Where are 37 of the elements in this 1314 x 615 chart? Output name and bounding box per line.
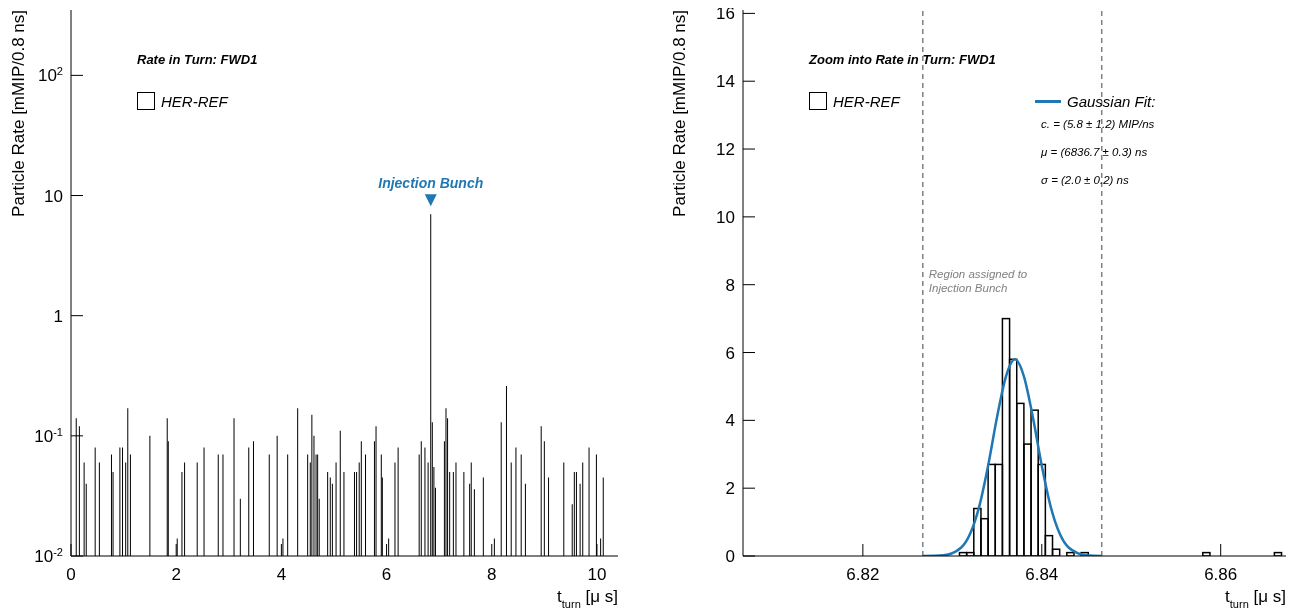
x-tick-label: 4	[276, 565, 287, 584]
y-tick-label: 10$^{-2}$	[34, 546, 63, 566]
ref-line-label: Region assigned to Injection Bunch	[928, 267, 1028, 294]
y-tick-label: 2	[725, 479, 735, 499]
x-tick-label: 2	[171, 565, 181, 584]
legend-label: Gaussian Fit:	[1066, 92, 1157, 110]
x-tick-label: 6	[381, 565, 392, 584]
annotation: c. = (5.8 ± 1.2) MIP/ns	[1041, 118, 1155, 132]
x-tick-label: 0	[66, 565, 76, 584]
legend-label: HER-REF	[160, 92, 228, 110]
y-axis-title: Particle Rate [mMIP/0.8 ns]	[670, 10, 689, 217]
y-tick-label: 10$^{-1}$	[34, 425, 63, 446]
y-tick-label: 0	[725, 547, 735, 566]
x-tick-label: 10	[587, 565, 607, 584]
y-axis-title: Particle Rate [mMIP/0.8 ns]	[9, 10, 28, 217]
y-tick-label: 16	[716, 4, 735, 24]
text: Rate in Turn: FWD1	[137, 52, 258, 67]
y-tick-label: 10	[44, 186, 63, 206]
x-axis-title: t$_{turn}$ [μ s]	[557, 587, 618, 610]
y-tick-label: 14	[716, 72, 735, 92]
y-tick-label: 10$^{2}$	[37, 65, 63, 86]
text: Zoom into Rate in Turn: FWD1	[809, 52, 996, 67]
annotation: μ = (6836.7 ± 0.3) ns	[1041, 146, 1149, 160]
y-tick-label: 1	[53, 306, 63, 326]
y-tick-label: 12	[716, 140, 735, 160]
annotation: σ = (2.0 ± 0.2) ns	[1041, 174, 1130, 188]
x-axis-title: t$_{turn}$ [μ s]	[1225, 587, 1286, 610]
x-tick-label: 6.86	[1204, 565, 1238, 584]
y-tick-label: 4	[725, 411, 735, 431]
y-tick-label: 10	[716, 207, 735, 227]
x-tick-label: 6.84	[1025, 565, 1059, 584]
y-tick-label: 6	[725, 343, 735, 363]
x-tick-label: 6.82	[846, 565, 880, 584]
y-tick-label: 8	[725, 275, 735, 295]
x-tick-label: 8	[487, 565, 497, 584]
legend-label: HER-REF	[832, 92, 902, 110]
annotation: Injection Bunch	[378, 175, 484, 192]
